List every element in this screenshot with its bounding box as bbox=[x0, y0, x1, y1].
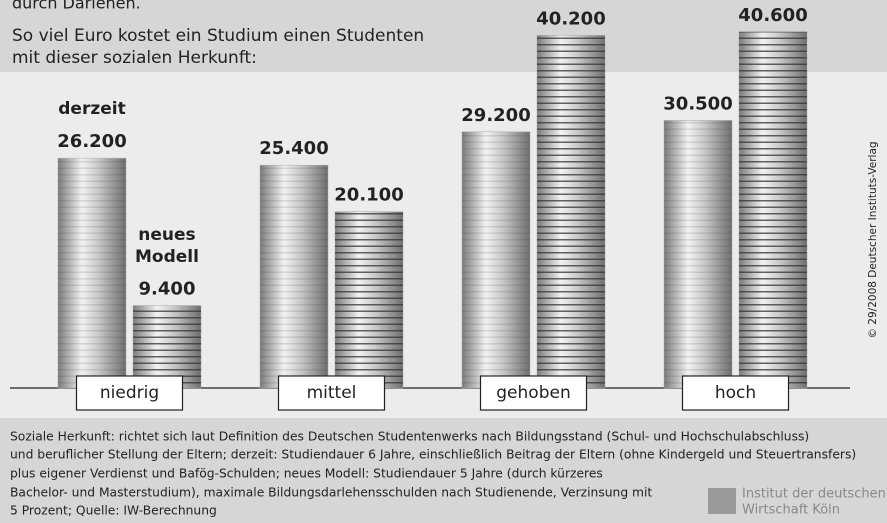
header-line: So viel Euro kostet ein Studium einen St… bbox=[12, 26, 424, 46]
bar-texture bbox=[664, 120, 732, 388]
footnote-line: Soziale Herkunft: richtet sich laut Defi… bbox=[10, 430, 809, 444]
bar-texture bbox=[260, 165, 328, 388]
bar-texture bbox=[537, 35, 605, 388]
value-label: 40.200 bbox=[536, 8, 605, 29]
x-tick-label: hoch bbox=[715, 383, 756, 403]
copyright: © 29/2008 Deutscher Instituts-Verlag bbox=[867, 141, 879, 338]
bar-texture bbox=[58, 158, 126, 388]
value-label: 20.100 bbox=[334, 185, 403, 206]
x-tick-label: gehoben bbox=[496, 383, 570, 403]
value-label: 40.600 bbox=[738, 5, 807, 26]
bar-texture bbox=[739, 32, 807, 388]
footnote-line: und beruflicher Stellung der Eltern; der… bbox=[10, 448, 856, 462]
value-label: 30.500 bbox=[663, 93, 732, 114]
value-label: 9.400 bbox=[139, 279, 196, 300]
header-line: mit dieser sozialen Herkunft: bbox=[12, 48, 257, 68]
value-label: 26.200 bbox=[57, 131, 126, 152]
series-label: derzeit bbox=[47, 98, 137, 120]
logo-line: Institut der deutschen bbox=[742, 487, 886, 502]
bar-texture bbox=[462, 132, 530, 388]
x-tick-label: mittel bbox=[307, 383, 357, 403]
logo-line: Wirtschaft Köln bbox=[742, 503, 840, 518]
header-line: durch Darlehen. bbox=[12, 0, 141, 13]
logo-icon bbox=[708, 488, 736, 514]
series-label: neues Modell bbox=[122, 224, 212, 268]
bar-texture bbox=[335, 212, 403, 388]
footnote-line: 5 Prozent; Quelle: IW-Berechnung bbox=[10, 504, 217, 518]
page: durch Darlehen. So viel Euro kostet ein … bbox=[0, 0, 887, 523]
x-tick-label: niedrig bbox=[100, 383, 159, 403]
value-label: 25.400 bbox=[259, 138, 328, 159]
value-label: 29.200 bbox=[461, 105, 530, 126]
footnote-line: Bachelor- und Masterstudium), maximale B… bbox=[10, 486, 652, 500]
footnote-line: plus eigener Verdienst und Bafög-Schulde… bbox=[10, 467, 603, 481]
